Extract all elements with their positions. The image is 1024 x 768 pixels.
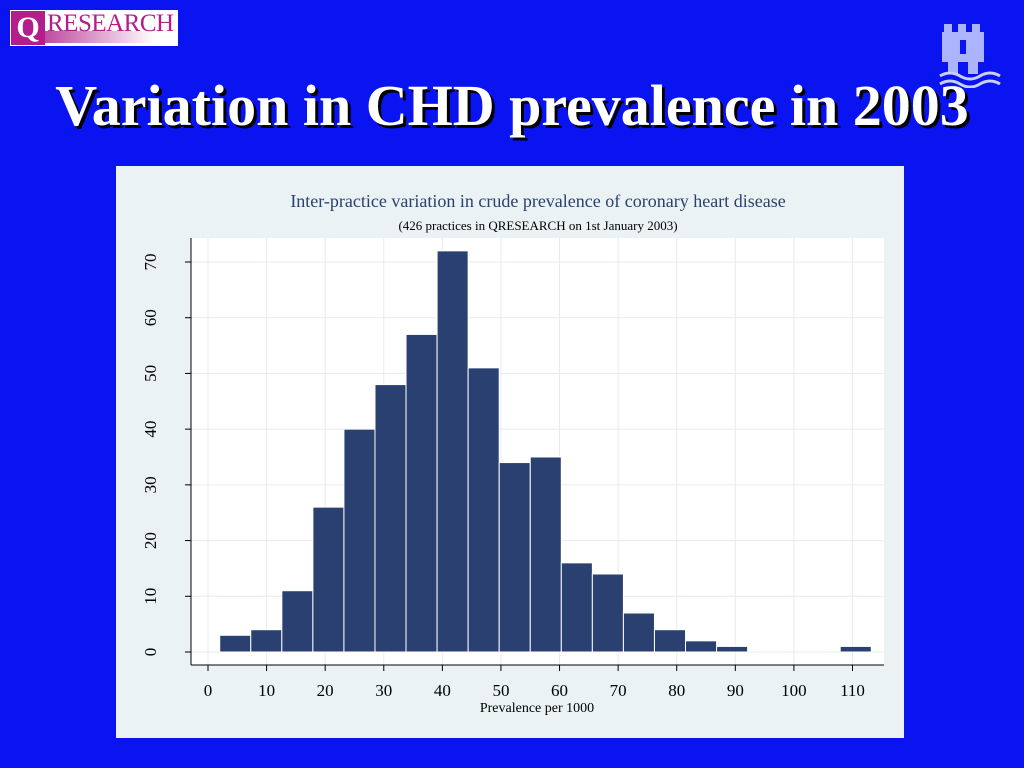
x-tick-label: 10	[258, 681, 275, 700]
histogram-bar	[591, 573, 624, 653]
x-tick-label: 70	[610, 681, 627, 700]
histogram-bar	[405, 333, 438, 653]
x-tick-label: 110	[840, 681, 865, 700]
histogram-bar	[529, 456, 562, 653]
histogram-bar	[560, 562, 593, 653]
histogram-bar	[312, 506, 345, 653]
y-tick-label: 50	[141, 365, 160, 382]
chart-title: Inter-practice variation in crude preval…	[290, 191, 785, 211]
x-tick-label: 50	[492, 681, 509, 700]
x-axis-label: Prevalence per 1000	[480, 701, 594, 716]
histogram-bar	[467, 367, 500, 653]
x-tick-label: 20	[317, 681, 334, 700]
histogram-bar	[716, 645, 749, 653]
logo-letter: Q	[11, 11, 45, 45]
x-tick-label: 60	[551, 681, 568, 700]
x-tick-label: 0	[204, 681, 213, 700]
histogram-chart: 0 10 20 30 40 50 60 70 0 10 20 30 40 50 60 70 80 90 100 110…	[141, 191, 884, 716]
x-tick-label: 80	[668, 681, 685, 700]
qresearch-logo: Q RESEARCH	[10, 10, 178, 46]
histogram-bar	[374, 384, 407, 653]
castle-crest-icon	[939, 24, 1001, 88]
y-tick-label: 40	[141, 421, 160, 438]
x-tick-label: 40	[434, 681, 451, 700]
x-tick-label: 90	[727, 681, 744, 700]
x-tick-label: 100	[781, 681, 807, 700]
x-tick-label: 30	[375, 681, 392, 700]
logo-gradient-bar	[45, 31, 155, 43]
y-tick-label: 70	[141, 254, 160, 271]
histogram-bar	[622, 612, 655, 653]
logo-wordmark: RESEARCH	[45, 10, 178, 46]
histogram-bar	[685, 640, 718, 653]
y-tick-label: 60	[141, 309, 160, 326]
histogram-bar	[281, 590, 314, 653]
chart-subtitle: (426 practices in QRESEARCH on 1st Janua…	[398, 218, 677, 233]
y-tick-label: 10	[141, 588, 160, 605]
histogram-bar	[219, 634, 252, 653]
chart-panel: 0 10 20 30 40 50 60 70 0 10 20 30 40 50 60 70 80 90 100 110…	[116, 166, 904, 738]
histogram-bar	[436, 250, 469, 653]
histogram-bar	[839, 645, 872, 653]
y-tick-label: 0	[141, 648, 160, 657]
histogram-bar	[653, 629, 687, 653]
slide-title: Variation in CHD prevalence in 2003	[55, 73, 969, 138]
logo-word: RESEARCH	[47, 10, 174, 37]
histogram-bar	[250, 629, 283, 653]
y-tick-label: 20	[141, 532, 160, 549]
histogram-bar	[343, 428, 376, 653]
y-tick-label: 30	[141, 476, 160, 493]
histogram-bar	[498, 462, 531, 653]
